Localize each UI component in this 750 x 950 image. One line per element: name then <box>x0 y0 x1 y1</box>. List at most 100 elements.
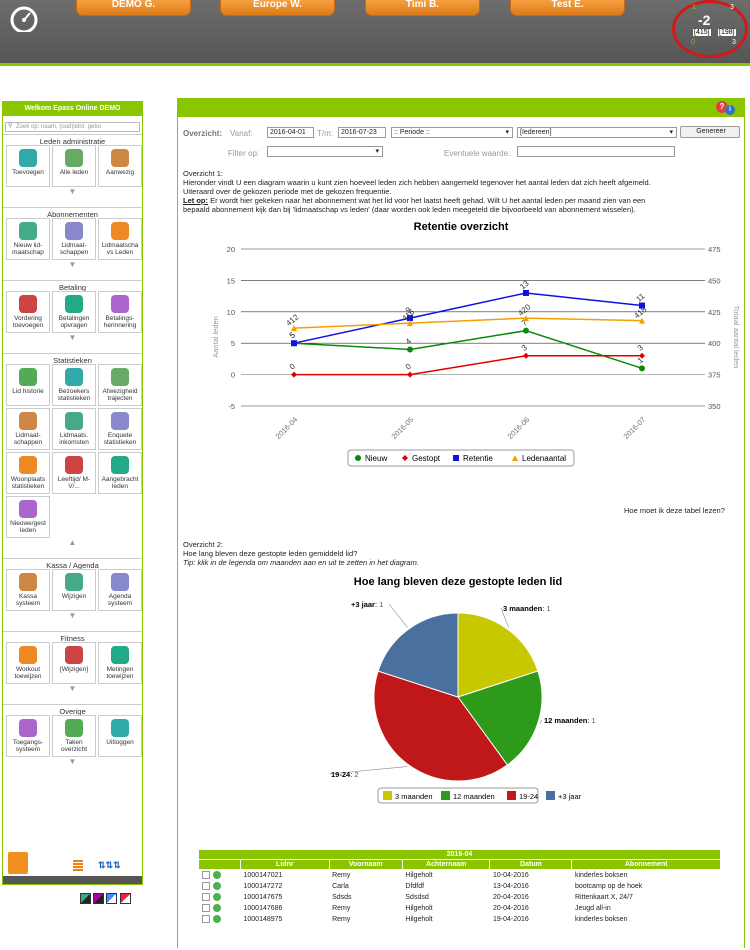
help-link[interactable]: Hoe moet ik deze tabel lezen? <box>624 506 725 515</box>
pie-slice[interactable] <box>373 670 509 782</box>
data-point[interactable] <box>407 315 413 322</box>
data-point[interactable] <box>407 320 413 327</box>
chevron-down-icon[interactable]: ▼ <box>68 333 77 342</box>
genereer-button[interactable]: Genereer <box>680 126 740 138</box>
vanaf-date-input[interactable]: 2016-04-01 <box>267 127 314 138</box>
sidebar-item[interactable]: Lidmaat-schappen <box>52 218 96 260</box>
sidebar-item[interactable]: Nieuwe/gest leden <box>6 496 50 538</box>
sidebar-item[interactable]: Lidmaats. inkomsten <box>52 408 96 450</box>
pie-slice[interactable] <box>377 612 459 698</box>
iedereen-select[interactable]: [Iedereen] ▾ <box>517 127 677 138</box>
sidebar-item[interactable]: Metingen toewijzen <box>98 642 142 684</box>
data-point[interactable] <box>291 340 297 347</box>
chevron-up-icon[interactable]: ▲ <box>68 538 77 547</box>
chevron-down-icon[interactable]: ▼ <box>68 684 77 693</box>
sidebar-item[interactable]: Workout toewijzen <box>6 642 50 684</box>
sidebar-item[interactable]: Agenda systeem <box>98 569 142 611</box>
data-point[interactable] <box>639 365 645 372</box>
check-circle-icon[interactable] <box>212 904 221 912</box>
sidebar-item[interactable]: Leeftijd/ M-V/... <box>52 452 96 494</box>
row-checkbox[interactable] <box>201 893 210 901</box>
table-header-cell[interactable]: Voornaam <box>328 859 403 870</box>
list-icon[interactable] <box>73 860 83 872</box>
sidebar-item[interactable]: Aanwezig <box>98 145 142 187</box>
sidebar-item[interactable]: Taken overzicht <box>52 715 96 757</box>
legend-swatch[interactable] <box>546 791 555 800</box>
sidebar-item[interactable]: Bezoekers statistieken <box>52 364 96 406</box>
data-point[interactable] <box>402 455 408 461</box>
sort-users-icon[interactable]: ⇅⇅⇅ <box>98 860 121 870</box>
tab-demo-g[interactable]: DEMO G. <box>76 0 191 16</box>
data-point[interactable] <box>407 371 413 378</box>
table-row[interactable]: 1000147021 Remy Hilgeholt 10-04-2016 kinderl… <box>199 870 721 881</box>
table-header-cell[interactable]: Datum <box>489 859 573 870</box>
theme-purple-swatch[interactable] <box>93 893 105 904</box>
folder-add-icon[interactable] <box>8 852 28 874</box>
data-point[interactable] <box>512 455 518 461</box>
pie-slice[interactable] <box>457 670 543 766</box>
filter-select[interactable]: ▾ <box>267 146 383 157</box>
chevron-down-icon[interactable]: ▼ <box>68 260 77 269</box>
sidebar-item[interactable]: Lidmaat-schappen <box>6 408 50 450</box>
sidebar-item[interactable]: Alle leden <box>52 145 96 187</box>
table-header-cell[interactable]: Lidnr <box>240 859 330 870</box>
sidebar-item[interactable]: Afwezigheid trajecten <box>98 364 142 406</box>
data-point[interactable] <box>639 317 645 324</box>
data-point[interactable] <box>407 346 413 353</box>
legend-swatch[interactable] <box>383 791 392 800</box>
legend-swatch[interactable] <box>441 791 450 800</box>
sidebar-item[interactable]: Toevoegen <box>6 145 50 187</box>
check-circle-icon[interactable] <box>212 915 221 923</box>
sidebar-item[interactable]: Betalingen opvragen <box>52 291 96 333</box>
sidebar-item[interactable]: Uitloggen <box>98 715 142 757</box>
data-point[interactable] <box>639 302 645 309</box>
data-point[interactable] <box>453 455 459 461</box>
table-row[interactable]: 1000147675 Sdsds Sdsdsd 20-04-2016 Rittenkaa… <box>199 892 721 903</box>
sidebar-item[interactable]: Nieuw lid-maatschap <box>6 218 50 260</box>
sidebar-item[interactable]: Enquete statistieken <box>98 408 142 450</box>
sidebar-item[interactable]: Lid historie <box>6 364 50 406</box>
row-checkbox[interactable] <box>201 915 210 923</box>
tab-test-e[interactable]: Test E. <box>510 0 625 16</box>
data-point[interactable] <box>639 352 645 359</box>
data-point[interactable] <box>355 455 361 461</box>
table-header-cell[interactable]: Abonnement <box>571 859 721 870</box>
data-point[interactable] <box>523 315 529 322</box>
sidebar-item[interactable]: Woonplaats statistieken <box>6 452 50 494</box>
table-header-cell[interactable]: Achternaam <box>401 859 491 870</box>
tab-timi-b[interactable]: Timi B. <box>365 0 480 16</box>
sidebar-item[interactable]: Betalings-herinnering <box>98 291 142 333</box>
sidebar-item[interactable]: Aangebracht leden <box>98 452 142 494</box>
chevron-down-icon[interactable]: ▼ <box>68 187 77 196</box>
sidebar-item[interactable]: Kassa systeem <box>6 569 50 611</box>
chevron-down-icon[interactable]: ▼ <box>68 611 77 620</box>
dashboard-gauge-icon[interactable] <box>4 4 44 32</box>
eventuele-input[interactable] <box>517 146 675 157</box>
sidebar-item[interactable]: Lidmaatscha vs Leden <box>98 218 142 260</box>
pie-slice[interactable] <box>457 612 539 698</box>
table-row[interactable]: 1000147272 Carla Dfdfdf 13-04-2016 bootcamp … <box>199 881 721 892</box>
data-point[interactable] <box>291 371 297 378</box>
table-row[interactable]: 1000148975 Remy Hilgeholt 19-04-2016 kinderl… <box>199 914 721 925</box>
legend-swatch[interactable] <box>507 791 516 800</box>
table-row[interactable]: 1000147686 Remy Hilgeholt 20-04-2016 Jeugd a… <box>199 903 721 914</box>
sidebar-item[interactable]: Wijzigen <box>52 569 96 611</box>
data-point[interactable] <box>523 352 529 359</box>
theme-blue-swatch[interactable] <box>106 893 118 904</box>
sidebar-item[interactable]: Vordering toevoegen <box>6 291 50 333</box>
theme-green-swatch[interactable] <box>80 893 91 904</box>
check-circle-icon[interactable] <box>212 893 221 901</box>
row-checkbox[interactable] <box>201 904 210 912</box>
periode-select[interactable]: :: Periode :: ▾ <box>391 127 513 138</box>
check-circle-icon[interactable] <box>212 871 221 880</box>
data-point[interactable] <box>523 289 529 296</box>
theme-red-swatch[interactable] <box>119 893 131 904</box>
help-icon[interactable]: ? i <box>716 101 738 115</box>
row-checkbox[interactable] <box>201 871 210 880</box>
sidebar-item[interactable]: Toegangs-systeem <box>6 715 50 757</box>
sidebar-item[interactable]: [Wijzigen] <box>52 642 96 684</box>
search-input[interactable]: Zoek op: naam, (oud)lidnr, gebo <box>5 122 140 132</box>
check-circle-icon[interactable] <box>212 882 221 890</box>
row-checkbox[interactable] <box>201 882 210 890</box>
data-point[interactable] <box>523 327 529 334</box>
